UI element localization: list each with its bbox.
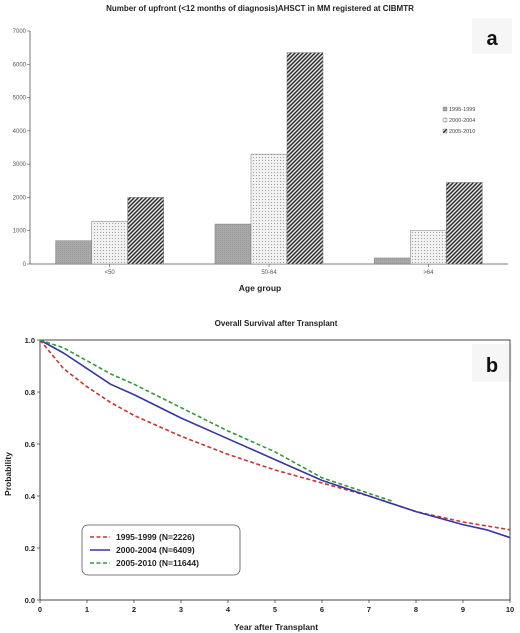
survival-chart-axes: 0 1 2 3 4 5 6 7 8 9 10 0.0 0.2 0.4 0.6 0.8 1.0 xyxy=(25,336,515,614)
bar-chart-bars xyxy=(55,52,483,265)
survival-chart-panel-b: Overall Survival after Transplant b 0 1 2 3… xyxy=(3,319,514,632)
survival-series-line xyxy=(39,339,393,502)
panel-a-label-box xyxy=(472,18,512,54)
survival-x-tick-label: 10 xyxy=(506,605,514,614)
bar-chart-legend: 1995-1999 2000-2004 2005-2010 xyxy=(442,106,475,135)
survival-series-line xyxy=(39,339,511,539)
bar xyxy=(127,197,164,265)
bar xyxy=(374,257,411,265)
survival-legend-label: 2000-2004 (N=6409) xyxy=(116,545,195,555)
survival-chart-y-axis-label: Probability xyxy=(3,452,13,496)
survival-x-tick-label: 5 xyxy=(273,605,277,614)
bar-legend-swatch xyxy=(442,128,448,134)
survival-x-tick-label: 4 xyxy=(226,605,231,614)
panel-b-label-box xyxy=(472,344,512,382)
survival-y-tick-label: 1.0 xyxy=(25,336,35,345)
survival-x-tick-label: 9 xyxy=(461,605,465,614)
survival-x-tick-label: 1 xyxy=(85,605,89,614)
survival-chart-x-axis-label: Year after Transplant xyxy=(234,622,318,632)
bar-legend-swatch xyxy=(442,117,448,123)
bar xyxy=(446,182,483,265)
survival-y-tick-label: 0.4 xyxy=(25,492,36,501)
bar xyxy=(91,221,128,265)
survival-chart-lines xyxy=(39,339,511,539)
bar-y-tick-label: 2000 xyxy=(13,195,27,201)
bar-y-tick-label: 5000 xyxy=(13,96,27,102)
survival-legend-label: 1995-1999 (N=2226) xyxy=(116,532,195,542)
bar-y-tick-label: 0 xyxy=(23,262,27,268)
survival-series-line xyxy=(39,339,511,531)
survival-x-tick-label: 6 xyxy=(320,605,324,614)
bar-x-tick-label: <50 xyxy=(105,270,116,276)
bar-y-tick-label: 1000 xyxy=(13,229,27,235)
bar-y-tick-label: 3000 xyxy=(13,162,27,168)
bar-legend-label: 2000-2004 xyxy=(449,118,475,124)
survival-x-tick-label: 7 xyxy=(367,605,371,614)
bar-chart-title: Number of upfront (<12 months of diagnos… xyxy=(106,4,414,13)
survival-x-tick-label: 2 xyxy=(132,605,136,614)
survival-legend-box xyxy=(81,524,241,576)
bar-y-tick-label: 7000 xyxy=(13,29,27,35)
bar-y-tick-label: 6000 xyxy=(13,62,27,68)
bar xyxy=(410,230,447,265)
survival-legend-label: 2005-2010 (N=11644) xyxy=(116,558,199,568)
bar-chart-x-axis-label: Age group xyxy=(239,283,282,293)
survival-y-tick-label: 0.6 xyxy=(25,440,35,449)
bar-y-tick-label: 4000 xyxy=(13,129,27,135)
bar xyxy=(286,52,324,265)
panel-a-label: a xyxy=(486,28,498,50)
survival-x-tick-label: 8 xyxy=(414,605,418,614)
survival-y-tick-label: 0.8 xyxy=(25,388,35,397)
survival-x-tick-label: 0 xyxy=(38,605,42,614)
survival-y-tick-label: 0.0 xyxy=(25,596,35,605)
bar xyxy=(55,240,92,265)
bar xyxy=(214,223,252,265)
bar-x-tick-label: 50-64 xyxy=(261,270,277,276)
bar-x-tick-label: >64 xyxy=(423,270,434,276)
survival-chart-legend: 1995-1999 (N=2226) 2000-2004 (N=6409) 2005… xyxy=(81,524,241,576)
bar-legend-swatch xyxy=(442,106,448,112)
bar xyxy=(250,153,288,265)
survival-y-tick-label: 0.2 xyxy=(25,544,35,553)
survival-chart-title: Overall Survival after Transplant xyxy=(215,319,338,328)
survival-x-tick-label: 3 xyxy=(179,605,183,614)
bar-legend-label: 2005-2010 xyxy=(449,129,475,135)
bar-legend-label: 1995-1999 xyxy=(449,107,475,113)
panel-b-label: b xyxy=(486,355,498,377)
bar-chart-panel-a: Number of upfront (<12 months of diagnos… xyxy=(13,4,512,293)
